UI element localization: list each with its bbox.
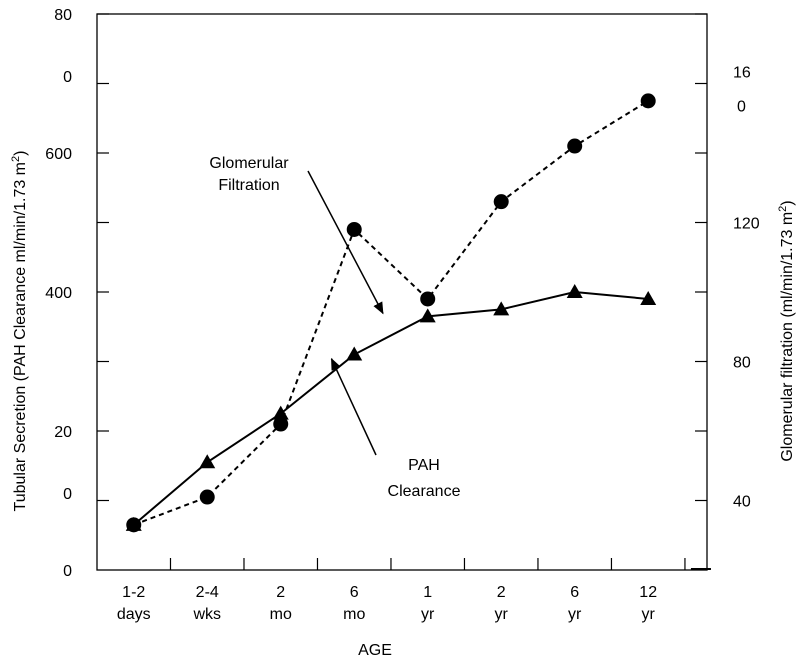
annotation-pah-clearance: PAH Clearance bbox=[388, 457, 461, 500]
x-tick-label: yr bbox=[568, 606, 582, 623]
x-tick-label: wks bbox=[192, 606, 221, 623]
x-tick-label: 6 bbox=[570, 584, 579, 601]
pah-clearance-point bbox=[273, 416, 289, 432]
pah-clearance-point bbox=[567, 138, 583, 154]
x-tick-label: 1-2 bbox=[122, 584, 145, 601]
x-tick-label: mo bbox=[270, 606, 292, 623]
right-axis-title: Glomerular filtration (ml/min/1.73 m2) bbox=[777, 200, 796, 461]
x-tick-label: 12 bbox=[639, 584, 657, 601]
x-tick-label: yr bbox=[495, 606, 509, 623]
right-tick-label: 120 bbox=[733, 216, 760, 233]
x-tick-label: yr bbox=[642, 606, 656, 623]
annotation-line: Clearance bbox=[388, 483, 461, 500]
left-axis-title-end: ) bbox=[12, 151, 29, 156]
annotation-line: PAH bbox=[408, 457, 440, 474]
annotation-arrow bbox=[307, 170, 384, 315]
x-tick-label: days bbox=[117, 606, 151, 623]
left-tick-label: 20 0 bbox=[54, 424, 72, 503]
left-axis-title-sup: 2 bbox=[10, 156, 22, 162]
glomerular-filtration-line bbox=[133, 290, 649, 526]
left-tick-label-part: 0 bbox=[63, 69, 72, 86]
pah-clearance-point bbox=[346, 221, 362, 237]
right-axis-title-main: Glomerular filtration (ml/min/1.73 m bbox=[779, 212, 796, 462]
x-tick-label: 2 bbox=[276, 584, 285, 601]
left-tick-label: 80 0 bbox=[54, 7, 72, 86]
annotations: Glomerular Filtration PAH Clearance bbox=[209, 155, 460, 500]
left-tick-label: 0 bbox=[63, 563, 72, 580]
x-tick-label: yr bbox=[421, 606, 435, 623]
annotation-line: Filtration bbox=[218, 177, 279, 194]
x-tick-label: 2-4 bbox=[196, 584, 219, 601]
left-tick-label: 400 bbox=[45, 285, 72, 302]
pah-clearance-point bbox=[199, 489, 215, 505]
x-tick-label: 2 bbox=[497, 584, 506, 601]
glomerular-filtration-point bbox=[346, 346, 363, 361]
left-axis-title: Tubular Secretion (PAH Clearance ml/min/… bbox=[10, 151, 29, 512]
glomerular-filtration-point bbox=[566, 284, 583, 298]
right-tick-label: 40 bbox=[733, 494, 751, 511]
right-tick-label-part: 0 bbox=[737, 99, 746, 116]
right-axis-title-sup: 2 bbox=[777, 206, 789, 212]
axis-titles: AGE Tubular Secretion (PAH Clearance ml/… bbox=[10, 151, 796, 658]
pah-clearance-point bbox=[493, 194, 509, 210]
x-tick-label: 6 bbox=[350, 584, 359, 601]
pah-clearance-point bbox=[640, 93, 656, 109]
annotation-glomerular-filtration: Glomerular Filtration bbox=[209, 155, 289, 194]
right-tick-label: 80 bbox=[733, 355, 751, 372]
x-tick-label: 1 bbox=[423, 584, 432, 601]
glomerular-filtration-point bbox=[493, 301, 510, 316]
glomerular-filtration-point bbox=[199, 454, 216, 469]
right-tick-label: 16 0 bbox=[733, 65, 751, 116]
right-axis-title-end: ) bbox=[779, 200, 796, 205]
left-axis-title-main: Tubular Secretion (PAH Clearance ml/min/… bbox=[12, 162, 29, 511]
pah-clearance-point bbox=[420, 291, 436, 307]
left-tick-label-part: 80 bbox=[54, 7, 72, 24]
x-tick-label: mo bbox=[343, 606, 365, 623]
series bbox=[125, 93, 657, 533]
left-tick-label-part: 0 bbox=[63, 486, 72, 503]
x-axis-title: AGE bbox=[358, 642, 392, 658]
glomerular-filtration-point bbox=[640, 290, 657, 305]
x-axis: 1-2 days 2-4 wks 2 mo 6 mo 1 yr 2 yr 6 yr 12 yr bbox=[117, 558, 711, 623]
pah-clearance-point bbox=[126, 517, 142, 533]
right-tick-label-part: 16 bbox=[733, 65, 751, 82]
left-tick-label-part: 20 bbox=[54, 424, 72, 441]
left-tick-label: 600 bbox=[45, 146, 72, 163]
glomerular-filtration-point bbox=[419, 308, 436, 323]
annotation-line: Glomerular bbox=[209, 155, 289, 172]
annotation-arrow bbox=[330, 357, 377, 456]
